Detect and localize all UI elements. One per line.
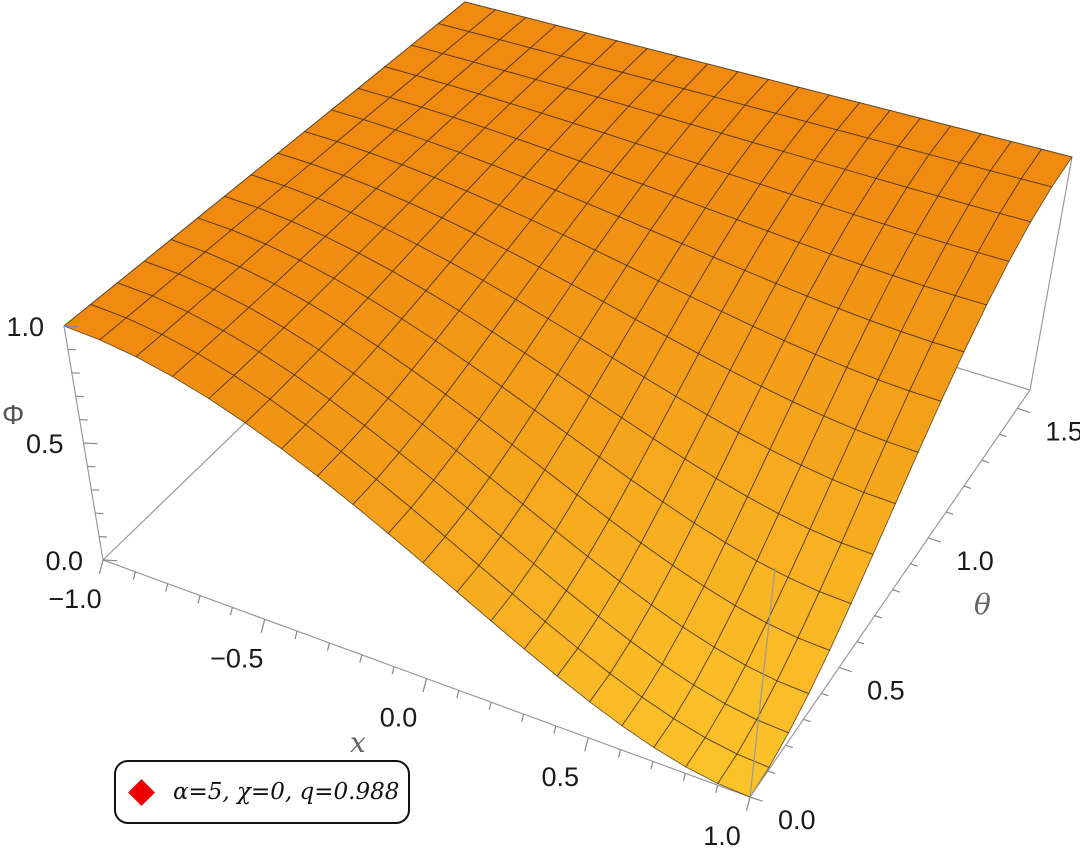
theta-axis-tick	[892, 589, 900, 593]
x-axis-tick	[520, 713, 525, 722]
theta-axis-tick	[838, 666, 852, 673]
x-axis-tick	[715, 785, 719, 794]
legend: α=5, χ=0, q=0.988	[114, 760, 410, 824]
surface-patch	[717, 753, 770, 798]
phi-tick-label: 0.5	[26, 429, 64, 459]
x-tick-label: 0.5	[541, 762, 579, 792]
theta-axis-tick	[981, 459, 990, 464]
x-axis-tick	[553, 725, 557, 734]
x-tick-label: −1.0	[48, 584, 101, 614]
theta-axis-tick	[767, 770, 776, 775]
legend-label: α=5, χ=0, q=0.988	[173, 779, 400, 805]
theta-axis-tick	[785, 744, 794, 749]
x-axis-tick	[391, 666, 395, 675]
theta-tick-label: 0.0	[778, 805, 816, 835]
bounding-box-front-edges	[749, 389, 1031, 798]
surface-mesh	[63, 1, 1073, 798]
theta-axis-tick	[803, 718, 811, 723]
theta-axis-tick	[999, 433, 1007, 438]
axis-ticks	[63, 325, 1031, 811]
x-axis-tick	[326, 642, 331, 651]
x-axis-tick	[197, 595, 201, 604]
phi-axis-label: Φ	[2, 399, 24, 430]
phi-tick-label: 1.0	[6, 312, 44, 342]
x-axis-tick	[618, 749, 622, 758]
x-tick-label: 0.0	[380, 703, 418, 733]
x-axis-tick	[682, 773, 686, 782]
theta-axis-tick	[821, 692, 829, 697]
theta-axis-tick	[945, 511, 954, 515]
x-axis-tick	[456, 690, 460, 699]
axis-tick-labels: −1.0 −0.5 0.0 0.5 1.0 0.0 0.5 1.0 1.5 0.0 0.5 1.0	[6, 312, 1080, 851]
x-axis-tick	[745, 796, 751, 811]
phi-axis-tick	[63, 325, 79, 328]
x-axis-tick	[584, 737, 589, 752]
theta-axis-tick	[1017, 407, 1031, 414]
phi-axis-tick	[83, 442, 98, 445]
x-tick-label: 1.0	[703, 821, 741, 851]
phi-tick-label: 0.0	[45, 546, 83, 576]
x-axis-tick	[165, 583, 169, 592]
x-axis-tick	[294, 630, 298, 640]
box-edge-front-right-bottom	[749, 389, 1031, 798]
theta-axis-tick	[963, 485, 972, 490]
x-axis-tick	[98, 559, 104, 574]
x-axis-label: x	[350, 726, 366, 759]
x-tick-label: −0.5	[210, 643, 263, 673]
x-axis-tick	[650, 761, 654, 770]
theta-axis-tick	[910, 563, 918, 567]
theta-tick-label: 0.5	[867, 675, 905, 705]
theta-axis-tick	[928, 537, 942, 543]
theta-tick-label: 1.0	[956, 546, 994, 576]
x-axis-tick	[488, 702, 492, 711]
legend-marker-diamond	[128, 778, 155, 806]
x-axis-tick	[229, 607, 233, 616]
theta-axis-tick	[749, 796, 763, 802]
x-axis-tick	[359, 654, 363, 663]
box-edge-front-right-vertical	[749, 567, 776, 798]
x-axis-tick	[422, 678, 428, 693]
x-axis-tick	[260, 619, 266, 633]
theta-axis-tick	[874, 615, 883, 619]
phi-axis-tick	[102, 559, 118, 562]
x-axis-tick	[132, 571, 136, 580]
theta-tick-label: 1.5	[1045, 416, 1080, 446]
theta-axis-label: θ	[974, 588, 991, 621]
theta-axis-tick	[856, 640, 865, 645]
box-edge-right-vertical	[1029, 156, 1073, 391]
